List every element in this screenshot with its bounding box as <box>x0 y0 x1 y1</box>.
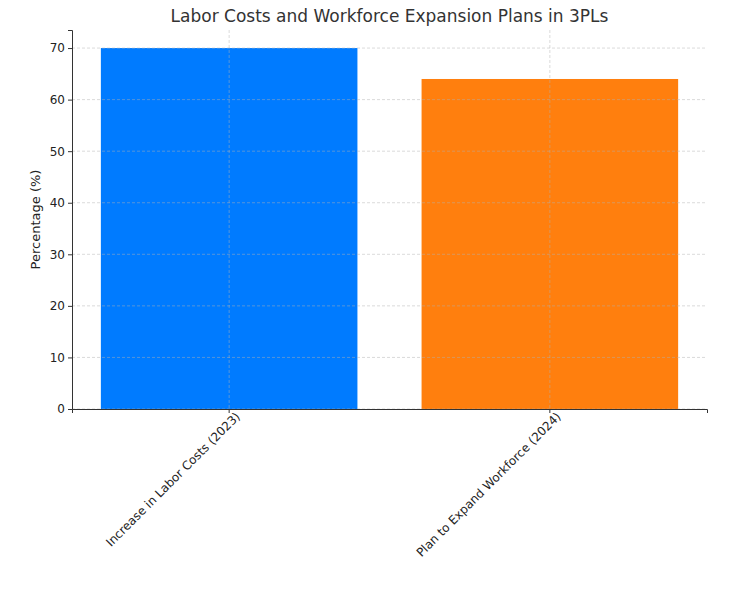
grid-line <box>549 30 550 409</box>
y-tick: 10 <box>50 351 72 365</box>
y-axis-title: Percentage (%) <box>28 170 43 270</box>
x-axis: Increase in Labor Costs (2023) Plan to Ex… <box>73 409 708 560</box>
y-tick-mark <box>68 151 72 152</box>
x-tick-label: Plan to Expand Workforce (2024) <box>414 410 564 560</box>
y-tick-label: 20 <box>50 299 65 313</box>
x-axis-line <box>73 410 708 414</box>
bar <box>422 79 679 409</box>
plot: 0 10 20 30 40 50 60 70 Increase in Labor Costs (… <box>50 30 708 560</box>
y-axis-line <box>68 31 73 410</box>
grid-line <box>72 254 707 255</box>
bars <box>101 48 678 409</box>
y-tick-label: 60 <box>50 93 65 107</box>
grid-line <box>72 409 707 410</box>
grid-line <box>72 357 707 358</box>
y-tick: 40 <box>50 196 72 210</box>
y-tick: 0 <box>57 402 72 416</box>
y-tick-label: 0 <box>57 402 65 416</box>
y-tick: 30 <box>50 248 72 262</box>
x-tick-label: Increase in Labor Costs (2023) <box>103 410 243 550</box>
y-tick-mark <box>68 48 72 49</box>
y-tick-label: 70 <box>50 41 65 55</box>
grid-line <box>72 99 707 100</box>
y-tick-label: 30 <box>50 248 65 262</box>
y-tick-mark <box>68 100 72 101</box>
grid-line <box>72 151 707 152</box>
grid-line <box>229 30 230 409</box>
grid <box>72 30 707 409</box>
chart: 0 10 20 30 40 50 60 70 Increase in Labor Costs (… <box>0 0 748 590</box>
y-tick-label: 40 <box>50 196 65 210</box>
y-tick-mark <box>68 357 72 358</box>
y-tick-mark <box>68 409 72 410</box>
y-tick-mark <box>68 203 72 204</box>
y-tick: 20 <box>50 299 72 313</box>
title: Labor Costs and Workforce Expansion Plan… <box>171 6 609 26</box>
x-tick: Increase in Labor Costs (2023) <box>103 409 243 549</box>
grid-line <box>72 202 707 203</box>
y-axis: 0 10 20 30 40 50 60 70 <box>50 31 73 417</box>
y-tick: 70 <box>50 41 72 55</box>
y-tick-label: 10 <box>50 351 65 365</box>
y-tick-label: 50 <box>50 145 65 159</box>
y-tick: 60 <box>50 93 72 107</box>
x-tick: Plan to Expand Workforce (2024) <box>414 409 564 560</box>
y-tick: 50 <box>50 145 72 159</box>
y-tick-mark <box>68 254 72 255</box>
y-tick-mark <box>68 306 72 307</box>
grid-line <box>72 305 707 306</box>
grid-line <box>72 48 707 49</box>
